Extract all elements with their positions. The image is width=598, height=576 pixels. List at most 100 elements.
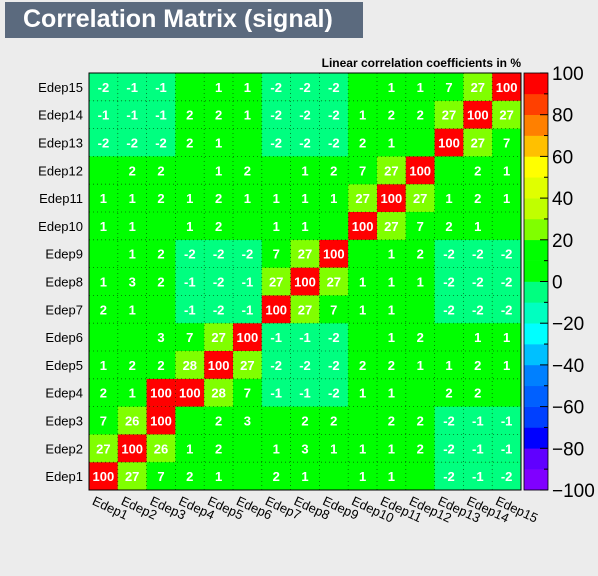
heatmap-cell	[204, 351, 233, 379]
cell-value: 27	[471, 136, 485, 151]
cell-value: 27	[240, 358, 254, 373]
cell-value: 2	[157, 163, 164, 178]
cell-value: 7	[244, 386, 251, 401]
cell-value: 1	[244, 191, 251, 206]
cell-value: 2	[215, 191, 222, 206]
heatmap-cell	[377, 378, 406, 407]
heatmap-cell	[348, 100, 377, 129]
heatmap-cell	[146, 73, 176, 101]
y-tick-label: Edep6	[45, 330, 83, 345]
cell-value: 27	[384, 163, 398, 178]
cell-value: 1	[474, 219, 481, 234]
heatmap-cell	[233, 462, 262, 490]
cell-value: -2	[213, 247, 225, 262]
heatmap-cell	[89, 239, 118, 268]
heatmap-cell	[290, 267, 320, 296]
cell-value: 1	[417, 80, 424, 95]
cell-value: 2	[359, 136, 366, 151]
heatmap-cell	[175, 184, 205, 212]
heatmap-cell	[204, 267, 233, 296]
heatmap-cell	[261, 184, 291, 212]
cell-value: 2	[215, 219, 222, 234]
heatmap-cell	[348, 73, 377, 101]
colorbar-band	[524, 364, 548, 387]
heatmap-cell	[492, 295, 521, 324]
heatmap-cell	[377, 128, 406, 157]
cell-value: -2	[443, 302, 455, 317]
heatmap-cell	[261, 239, 291, 268]
cell-value: -2	[299, 136, 311, 151]
cell-value: 2	[445, 219, 452, 234]
heatmap-cell	[175, 267, 205, 296]
cell-value: -2	[299, 108, 311, 123]
heatmap-cell	[117, 406, 147, 435]
cell-value: 1	[388, 386, 395, 401]
heatmap-cell	[492, 239, 521, 268]
heatmap-cell	[434, 267, 464, 296]
colorbar-tick-label: −80	[552, 439, 584, 460]
y-tick-label: Edep9	[45, 247, 83, 262]
cell-value: 1	[388, 275, 395, 290]
heatmap-cell	[348, 184, 377, 212]
cell-value: 2	[157, 247, 164, 262]
cell-value: 2	[330, 163, 337, 178]
heatmap-cell	[434, 406, 464, 435]
cell-value: -1	[270, 386, 282, 401]
heatmap-cell	[204, 462, 233, 490]
cell-value: 100	[467, 108, 489, 123]
colorbar-tick-label: 20	[552, 231, 573, 252]
cell-value: 27	[298, 302, 312, 317]
colorbar-tick-label: 0	[552, 273, 563, 294]
cell-value: 26	[125, 414, 139, 429]
cell-value: -1	[155, 80, 167, 95]
cell-value: 2	[157, 358, 164, 373]
cell-value: 1	[100, 275, 107, 290]
colorbar-band	[524, 239, 548, 261]
heatmap-cell	[175, 295, 205, 324]
heatmap-cell	[175, 378, 205, 407]
title-box: Correlation Matrix (signal)	[5, 2, 363, 38]
heatmap-cell	[261, 378, 291, 407]
heatmap-cell	[117, 73, 147, 101]
heatmap-cell	[117, 323, 147, 351]
cell-value: 1	[388, 80, 395, 95]
cell-value: -2	[270, 358, 282, 373]
colorbar-tick-label: 40	[552, 189, 573, 210]
cell-value: 1	[388, 330, 395, 345]
heatmap-cell	[434, 295, 464, 324]
cell-value: 1	[503, 358, 510, 373]
cell-value: 100	[179, 386, 201, 401]
cell-value: 1	[215, 136, 222, 151]
cell-value: -2	[328, 136, 340, 151]
cell-value: 1	[359, 302, 366, 317]
heatmap-cell	[175, 100, 205, 129]
cell-value: -1	[299, 330, 311, 345]
heatmap-cell	[204, 100, 233, 129]
cell-value: 1	[474, 330, 481, 345]
heatmap-cell	[405, 128, 435, 157]
heatmap-cell	[348, 351, 377, 379]
heatmap-cell	[463, 323, 493, 351]
colorbar-tick-label: 80	[552, 106, 573, 127]
cell-value: -1	[184, 275, 196, 290]
cell-value: 3	[244, 414, 251, 429]
cell-value: 7	[445, 80, 452, 95]
cell-value: -2	[299, 80, 311, 95]
cell-value: 2	[301, 414, 308, 429]
heatmap-cell	[348, 378, 377, 407]
heatmap-cell	[319, 378, 349, 407]
colorbar-tick-label: −40	[552, 356, 584, 377]
y-tick-label: Edep11	[39, 191, 83, 206]
heatmap-cell	[117, 212, 147, 240]
cell-value: -2	[328, 108, 340, 123]
cell-value: 1	[359, 275, 366, 290]
cell-value: -2	[155, 136, 167, 151]
heatmap-cell	[319, 267, 349, 296]
heatmap-cell	[434, 128, 464, 157]
heatmap-cell	[434, 378, 464, 407]
heatmap-cell	[204, 378, 233, 407]
heatmap-cell	[319, 100, 349, 129]
heatmap-cell	[290, 73, 320, 101]
heatmap-cell	[463, 73, 493, 101]
cell-value: 1	[417, 275, 424, 290]
